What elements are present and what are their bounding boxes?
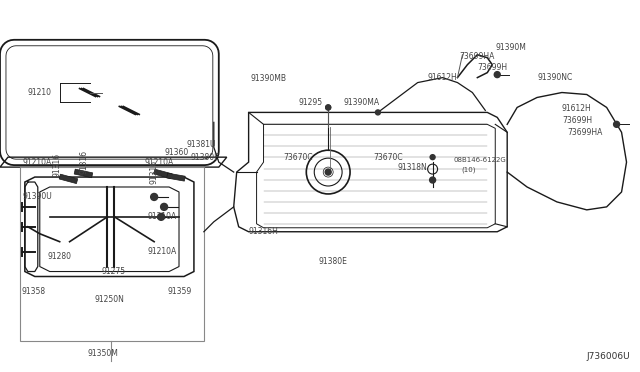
Circle shape bbox=[325, 169, 331, 175]
Bar bbox=[74, 169, 93, 178]
Text: 91316H: 91316H bbox=[248, 227, 278, 236]
Text: (10): (10) bbox=[461, 167, 476, 173]
Circle shape bbox=[157, 214, 164, 220]
Bar bbox=[20, 167, 204, 341]
Text: 91360: 91360 bbox=[164, 148, 188, 157]
Text: 91390U: 91390U bbox=[23, 192, 52, 202]
Text: 91250N: 91250N bbox=[95, 295, 124, 304]
Text: 91210A: 91210A bbox=[147, 212, 177, 221]
Circle shape bbox=[614, 121, 620, 127]
Text: 91612H: 91612H bbox=[428, 73, 458, 82]
Text: 91390NC: 91390NC bbox=[537, 73, 572, 82]
Circle shape bbox=[326, 105, 331, 110]
Circle shape bbox=[326, 105, 331, 110]
Text: 91316: 91316 bbox=[79, 150, 88, 174]
Text: J736006U: J736006U bbox=[587, 352, 630, 360]
Text: 08B146-6122G: 08B146-6122G bbox=[454, 157, 506, 163]
Text: 91316: 91316 bbox=[149, 160, 158, 184]
Text: 91358: 91358 bbox=[22, 287, 46, 296]
Text: 91318N: 91318N bbox=[398, 163, 428, 171]
Circle shape bbox=[429, 177, 436, 183]
Text: 91381U: 91381U bbox=[187, 140, 216, 149]
Bar bbox=[59, 174, 77, 184]
Text: 91380E: 91380E bbox=[318, 257, 347, 266]
Text: 91210: 91210 bbox=[28, 88, 52, 97]
Text: 73670C: 73670C bbox=[373, 153, 403, 162]
Text: 91210A: 91210A bbox=[23, 158, 52, 167]
Text: 91390MB: 91390MB bbox=[251, 74, 287, 83]
Circle shape bbox=[150, 193, 157, 201]
Text: 91359: 91359 bbox=[167, 287, 191, 296]
Text: 91612H: 91612H bbox=[562, 104, 591, 113]
Text: 91316: 91316 bbox=[52, 153, 61, 177]
Text: 91390M: 91390M bbox=[495, 43, 526, 52]
Circle shape bbox=[161, 203, 168, 210]
Text: 73699H: 73699H bbox=[562, 116, 592, 125]
Text: 91350M: 91350M bbox=[88, 349, 118, 357]
Text: 73699HA: 73699HA bbox=[567, 128, 602, 137]
Circle shape bbox=[430, 155, 435, 160]
Bar bbox=[154, 169, 172, 179]
Circle shape bbox=[494, 72, 500, 78]
Text: 91280: 91280 bbox=[48, 252, 72, 261]
Bar bbox=[167, 173, 185, 181]
Text: 91210A: 91210A bbox=[147, 247, 177, 256]
Text: 91210A: 91210A bbox=[144, 158, 173, 167]
Text: 91390MA: 91390MA bbox=[343, 98, 380, 107]
Text: 73699H: 73699H bbox=[477, 63, 508, 72]
Text: 73699HA: 73699HA bbox=[460, 52, 495, 61]
Text: 91275: 91275 bbox=[101, 267, 125, 276]
Text: 73670C: 73670C bbox=[284, 153, 313, 162]
Text: 91380E: 91380E bbox=[191, 153, 220, 162]
Text: 91295: 91295 bbox=[298, 98, 323, 107]
Circle shape bbox=[376, 110, 380, 115]
